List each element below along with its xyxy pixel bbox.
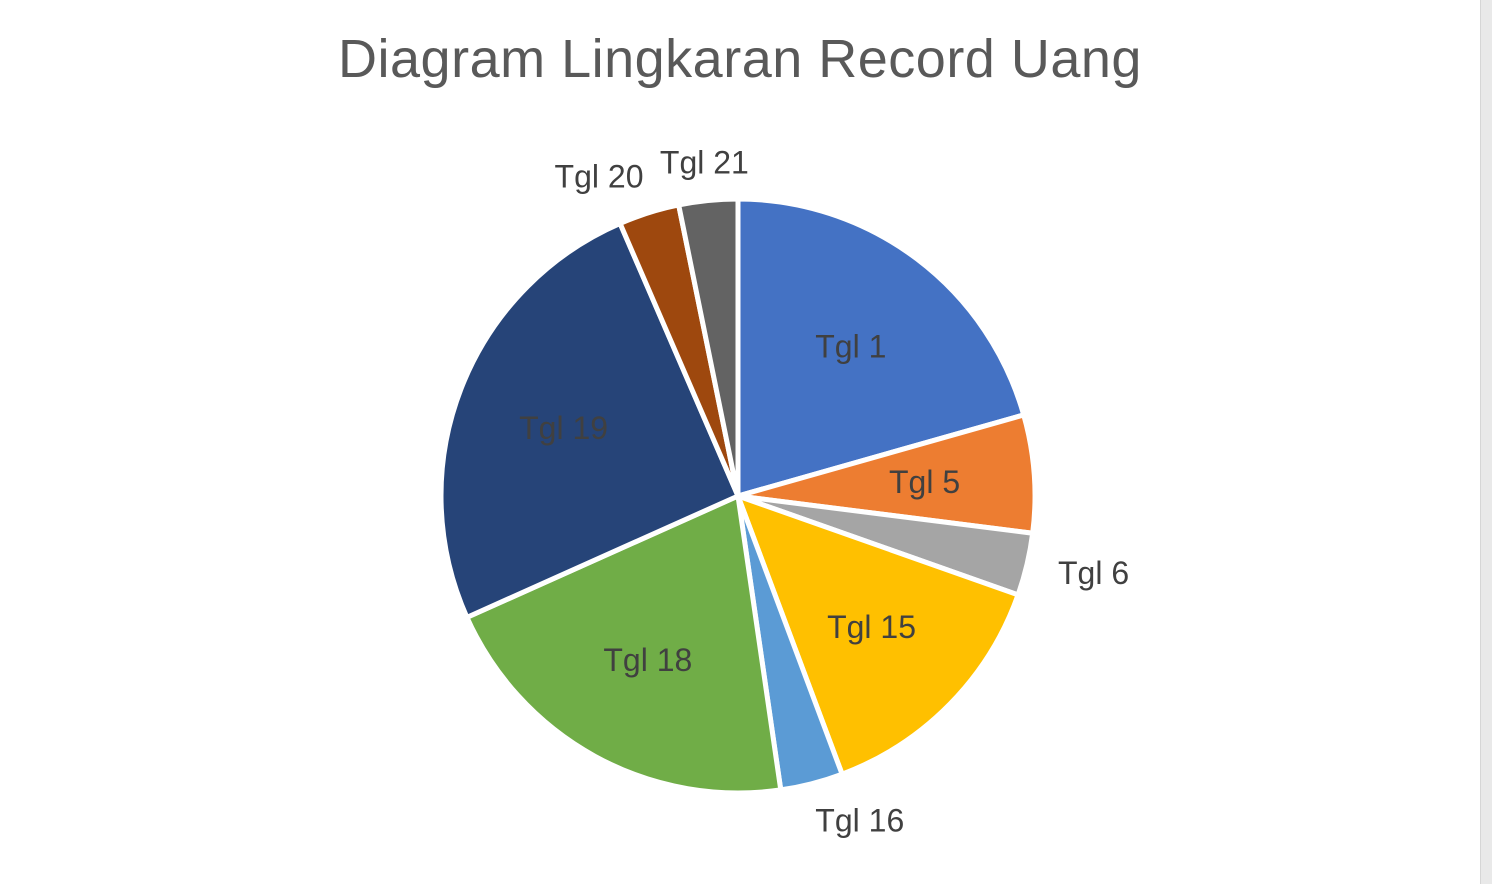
slice-label-tgl-15: Tgl 15 — [827, 609, 916, 645]
slice-label-tgl-5: Tgl 5 — [889, 464, 960, 500]
slice-label-tgl-21: Tgl 21 — [660, 145, 749, 181]
pie-slice-tgl-1 — [735, 196, 1027, 499]
pie-slice-tgl-18 — [464, 493, 784, 796]
slice-label-tgl-6: Tgl 6 — [1058, 555, 1129, 591]
slice-label-tgl-1: Tgl 1 — [815, 329, 886, 365]
slice-label-tgl-19: Tgl 19 — [519, 410, 608, 446]
chart-title: Diagram Lingkaran Record Uang — [338, 29, 1142, 89]
pie-slice-tgl-19 — [438, 220, 741, 620]
window-edge — [1480, 0, 1492, 884]
pie-slice-tgl-15 — [735, 493, 1021, 777]
slice-label-tgl-16: Tgl 16 — [815, 802, 904, 838]
slice-label-tgl-18: Tgl 18 — [603, 642, 692, 678]
pie-slice-tgl-21 — [676, 196, 741, 499]
slice-label-tgl-20: Tgl 20 — [555, 158, 644, 194]
